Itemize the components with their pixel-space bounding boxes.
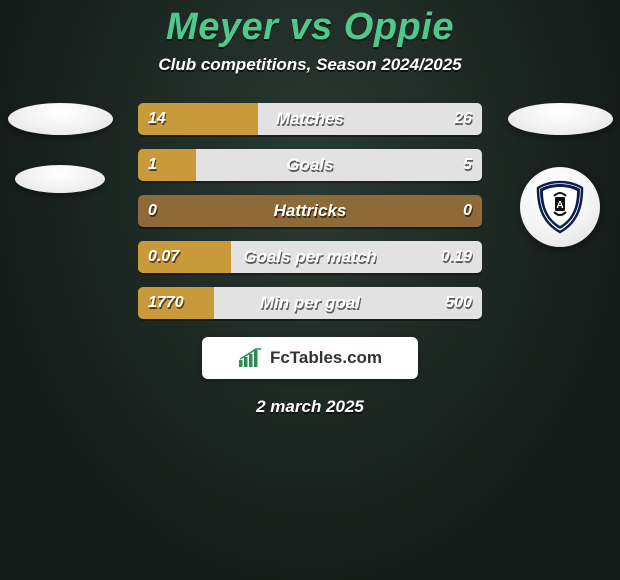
stat-bar: Goals1 5 [138,149,482,181]
stat-bar-value-right: 500 [445,287,472,319]
page-title: Meyer vs Oppie [166,6,454,49]
stat-bar-value-left: 0.07 [148,241,179,273]
comparison-row: Matches14 26 Goals1 5 Hattricks0 0 Goals per m… [0,103,620,319]
date-label: 2 march 2025 [256,397,364,417]
chart-icon [238,348,262,368]
stat-bar-label: Goals per match [138,241,482,273]
right-side: A [500,103,620,247]
stat-bar: Matches14 26 [138,103,482,135]
stat-bar: Hattricks0 0 [138,195,482,227]
stat-bar-value-right: 26 [454,103,472,135]
stat-bar: Min per goal1770 500 [138,287,482,319]
stat-bar-value-left: 14 [148,103,166,135]
left-side [0,103,120,193]
branding-badge: FcTables.com [202,337,418,379]
subtitle: Club competitions, Season 2024/2025 [158,55,461,75]
stat-bar-label: Min per goal [138,287,482,319]
club-badge-right: A [520,167,600,247]
svg-text:A: A [556,200,563,211]
stat-bar-label: Hattricks [138,195,482,227]
player-photo-left [8,103,113,135]
content-root: Meyer vs Oppie Club competitions, Season… [0,0,620,580]
stats-bars: Matches14 26 Goals1 5 Hattricks0 0 Goals per m… [138,103,482,319]
stat-bar-value-right: 0.19 [441,241,472,273]
stat-bar-value-right: 0 [463,195,472,227]
arminia-bielefeld-icon: A [532,179,588,235]
club-badge-left [15,165,105,193]
stat-bar-value-left: 0 [148,195,157,227]
stat-bar-value-left: 1770 [148,287,184,319]
stat-bar-value-right: 5 [463,149,472,181]
stat-bar-label: Matches [138,103,482,135]
player-photo-right [508,103,613,135]
stat-bar-label: Goals [138,149,482,181]
stat-bar-value-left: 1 [148,149,157,181]
branding-text: FcTables.com [270,348,382,368]
stat-bar: Goals per match0.07 0.19 [138,241,482,273]
